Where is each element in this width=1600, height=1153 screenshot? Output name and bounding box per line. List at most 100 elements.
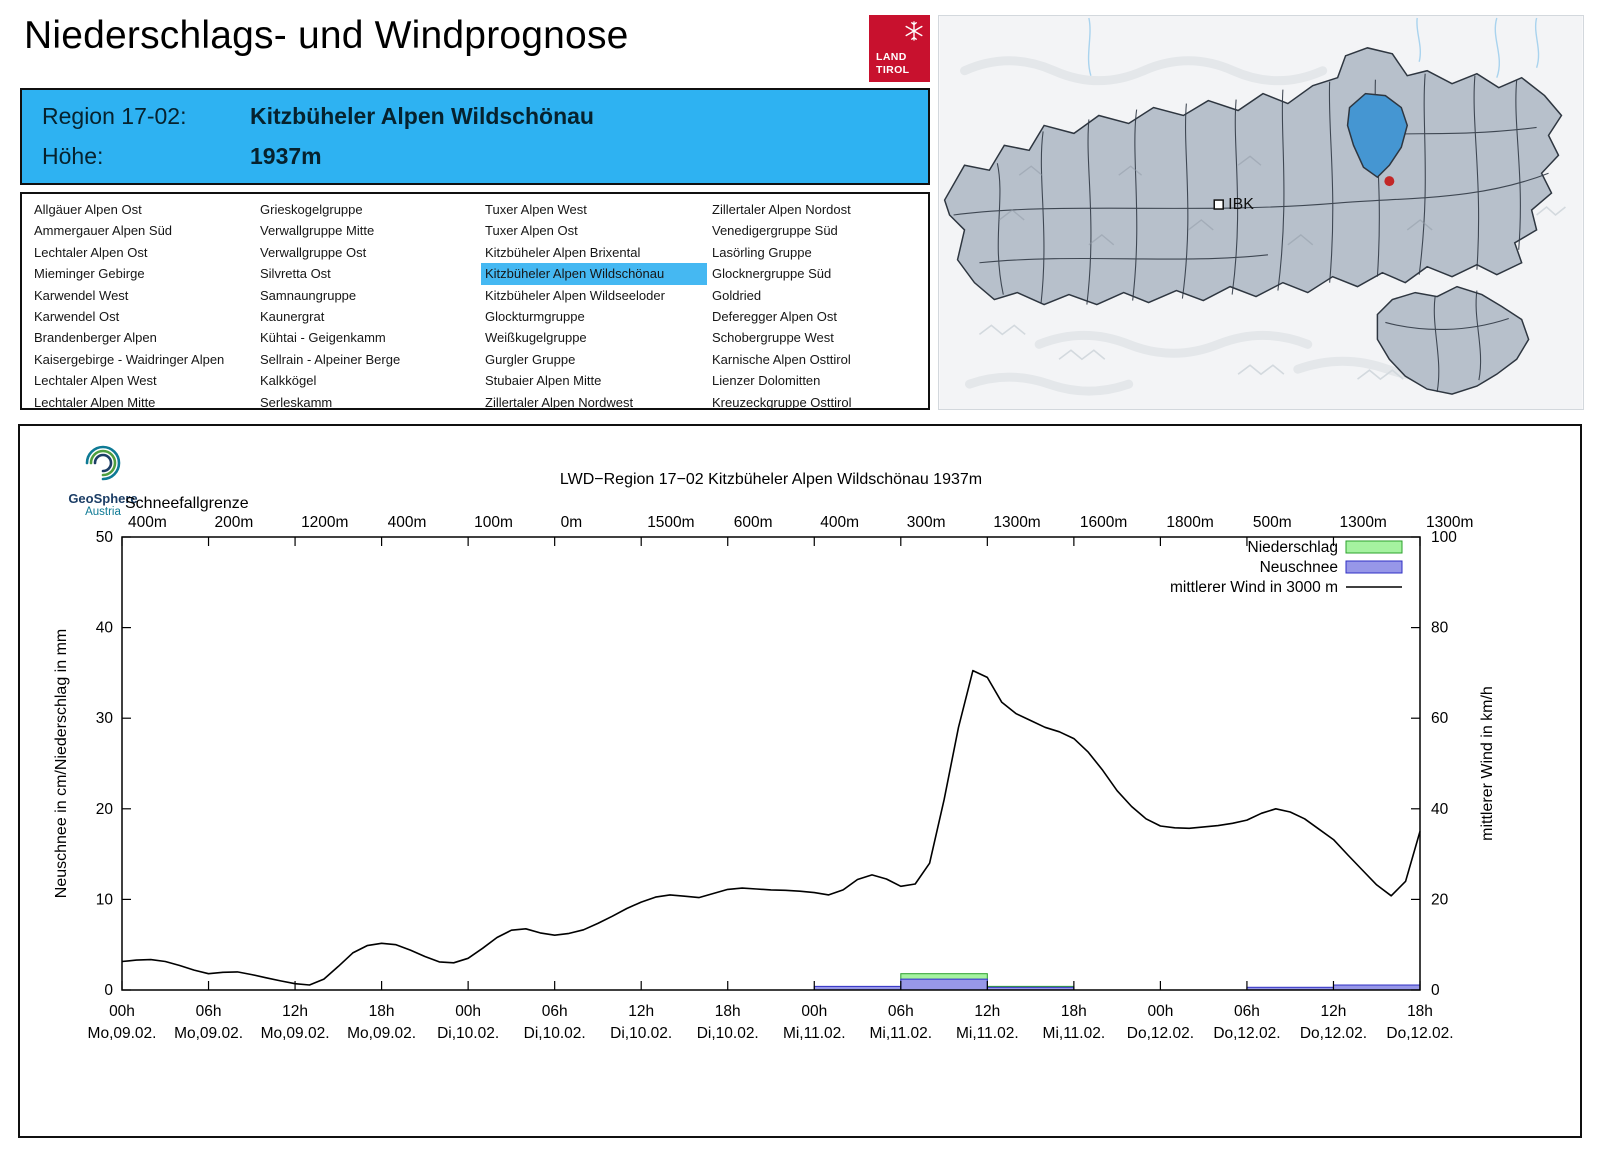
region-list-item[interactable]: Mieminger Gebirge xyxy=(34,266,145,282)
region-list-item[interactable]: Kaisergebirge - Waidringer Alpen xyxy=(34,351,225,367)
x-tick-day: Do,12.02. xyxy=(1213,1025,1280,1042)
x-tick-day: Mo,09.02. xyxy=(88,1025,157,1042)
region-list-item[interactable]: Kühtai - Geigenkamm xyxy=(260,330,386,346)
land-tirol-logo: LAND TIROL xyxy=(869,15,930,82)
hoehe-row: Höhe: 1937m xyxy=(42,143,916,170)
neuschnee-bar xyxy=(900,978,988,991)
region-list-item[interactable]: Glockturmgruppe xyxy=(485,308,585,324)
y-tick-right-label: 100 xyxy=(1431,529,1457,546)
legend-label: Neuschnee xyxy=(1260,559,1338,576)
snowline-value: 1300m xyxy=(1339,514,1386,531)
y-tick-left-label: 0 xyxy=(104,982,113,999)
x-tick-hour: 06h xyxy=(888,1003,914,1020)
region-list-item[interactable]: Stubaier Alpen Mitte xyxy=(485,373,602,389)
snowline-value: 100m xyxy=(474,514,513,531)
region-list-item[interactable]: Brandenberger Alpen xyxy=(34,330,157,346)
snowflake-icon xyxy=(905,21,923,41)
geosphere-logo: GeoSphere Austria xyxy=(48,442,158,518)
region-header: Region 17-02: Kitzbüheler Alpen Wildschön… xyxy=(20,88,930,185)
y-tick-right-label: 20 xyxy=(1431,891,1449,908)
y-tick-left-label: 50 xyxy=(96,529,114,546)
x-tick-hour: 06h xyxy=(196,1003,222,1020)
region-list-item[interactable]: Kaunergrat xyxy=(260,308,325,324)
page-title: Niederschlags- und Windprognose xyxy=(24,14,629,57)
y-tick-right-label: 0 xyxy=(1431,982,1440,999)
region-list-item[interactable]: Tuxer Alpen West xyxy=(485,202,587,217)
region-list-item[interactable]: Verwallgruppe Mitte xyxy=(260,223,375,239)
snowline-value: 1800m xyxy=(1166,514,1213,531)
tirol-map[interactable]: IBK xyxy=(938,15,1584,410)
region-list-item[interactable]: Ammergauer Alpen Süd xyxy=(34,223,173,239)
legend-swatch xyxy=(1345,540,1403,554)
region-list-item[interactable]: Goldried xyxy=(712,287,762,303)
region-list-item[interactable]: Kitzbüheler Alpen Wildseeloder xyxy=(485,287,665,303)
region-list-item[interactable]: Karwendel Ost xyxy=(34,308,120,324)
x-tick-hour: 12h xyxy=(282,1003,308,1020)
x-tick-hour: 12h xyxy=(628,1003,654,1020)
region-label: Region 17-02: xyxy=(42,103,187,129)
region-list-item[interactable]: Serleskamm xyxy=(260,394,333,410)
region-list-item[interactable]: Lechtaler Alpen Mitte xyxy=(34,394,156,410)
x-tick-hour: 06h xyxy=(1234,1003,1260,1020)
snowline-value: 400m xyxy=(820,514,859,531)
neuschnee-bars xyxy=(813,978,1421,991)
region-list-item[interactable]: Silvretta Ost xyxy=(260,266,331,282)
y-axis-left-title: Neuschnee in cm/Niederschlag in mm xyxy=(53,629,70,898)
region-list-item[interactable]: Glocknergruppe Süd xyxy=(712,266,832,282)
region-list-item[interactable]: Venedigergruppe Süd xyxy=(712,223,838,239)
region-list-item[interactable]: Kitzbüheler Alpen Brixental xyxy=(485,244,641,260)
region-list-item[interactable]: Zillertaler Alpen Nordwest xyxy=(485,394,634,410)
map-relief-zigzag xyxy=(978,205,1566,381)
snowline-value: 1600m xyxy=(1080,514,1127,531)
x-axis: 00h Mo,09.02. 06h Mo,09.02. 12h Mo,09.02. 18h M… xyxy=(88,537,1454,1042)
region-list-item[interactable]: Sellrain - Alpeiner Berge xyxy=(260,351,401,367)
region-list-item[interactable]: Karwendel West xyxy=(34,287,129,303)
chart-title: LWD−Region 17−02 Kitzbüheler Alpen Wilds… xyxy=(560,471,982,488)
y-tick-right-label: 80 xyxy=(1431,620,1449,637)
y-axis-right: 0 20 40 60 80 100 xyxy=(1411,529,1457,999)
geosphere-name: GeoSphere xyxy=(68,491,138,506)
plot-border xyxy=(121,536,1421,991)
region-list-item[interactable]: Karnische Alpen Osttirol xyxy=(712,351,851,367)
region-list-item[interactable]: Gurgler Gruppe xyxy=(485,351,576,367)
logo-line1: LAND xyxy=(876,51,907,64)
snowline-value: 300m xyxy=(907,514,946,531)
x-tick-day: Di,10.02. xyxy=(697,1025,759,1042)
map-relief xyxy=(960,56,1482,396)
map-ridge-hints xyxy=(998,155,1433,246)
region-list-item-selected[interactable]: Kitzbüheler Alpen Wildschönau xyxy=(481,263,707,285)
region-list-item[interactable]: Samnaungruppe xyxy=(260,287,357,303)
x-tick-hour: 00h xyxy=(109,1003,135,1020)
region-list-item[interactable]: Lasörling Gruppe xyxy=(712,244,812,260)
map-east-borders xyxy=(1385,290,1509,393)
x-tick-hour: 06h xyxy=(542,1003,568,1020)
region-list-item[interactable]: Kreuzeckgruppe Osttirol xyxy=(712,394,852,410)
region-list-item[interactable]: Zillertaler Alpen Nordost xyxy=(712,202,851,217)
region-list-column: Tuxer Alpen West Tuxer Alpen Ost Kitzbühel… xyxy=(481,199,707,413)
x-tick-day: Do,12.02. xyxy=(1386,1025,1453,1042)
logo-text: LAND TIROL xyxy=(876,51,910,76)
region-list-item[interactable]: Lechtaler Alpen West xyxy=(34,373,157,389)
snowline-value: 0m xyxy=(561,514,583,531)
region-name: Kitzbüheler Alpen Wildschönau xyxy=(250,103,594,129)
region-list-item[interactable]: Deferegger Alpen Ost xyxy=(712,308,838,324)
region-list-item[interactable]: Allgäuer Alpen Ost xyxy=(34,202,142,217)
region-list-item[interactable]: Schobergruppe West xyxy=(712,330,834,346)
region-list-item[interactable]: Weißkugelgruppe xyxy=(485,330,587,346)
region-list-item[interactable]: Verwallgruppe Ost xyxy=(260,244,367,260)
x-tick-day: Do,12.02. xyxy=(1300,1025,1367,1042)
legend-swatch xyxy=(1345,560,1403,574)
logo-line2: TIROL xyxy=(876,63,910,76)
region-list-item[interactable]: Lienzer Dolomitten xyxy=(712,373,821,389)
region-list-item[interactable]: Tuxer Alpen Ost xyxy=(485,223,578,239)
region-list-item[interactable]: Lechtaler Alpen Ost xyxy=(34,244,148,260)
x-tick-hour: 00h xyxy=(1147,1003,1173,1020)
tirol-map-svg: IBK xyxy=(939,16,1583,409)
x-tick-hour: 18h xyxy=(1407,1003,1433,1020)
snowline-value: 1500m xyxy=(647,514,694,531)
map-highlight-region[interactable] xyxy=(1346,92,1409,179)
x-tick-day: Do,12.02. xyxy=(1127,1025,1194,1042)
region-list-column: Grieskogelgruppe Verwallgruppe Mitte Verwa… xyxy=(256,199,478,413)
region-list-item[interactable]: Grieskogelgruppe xyxy=(260,202,363,217)
region-list-item[interactable]: Kalkkögel xyxy=(260,373,317,389)
